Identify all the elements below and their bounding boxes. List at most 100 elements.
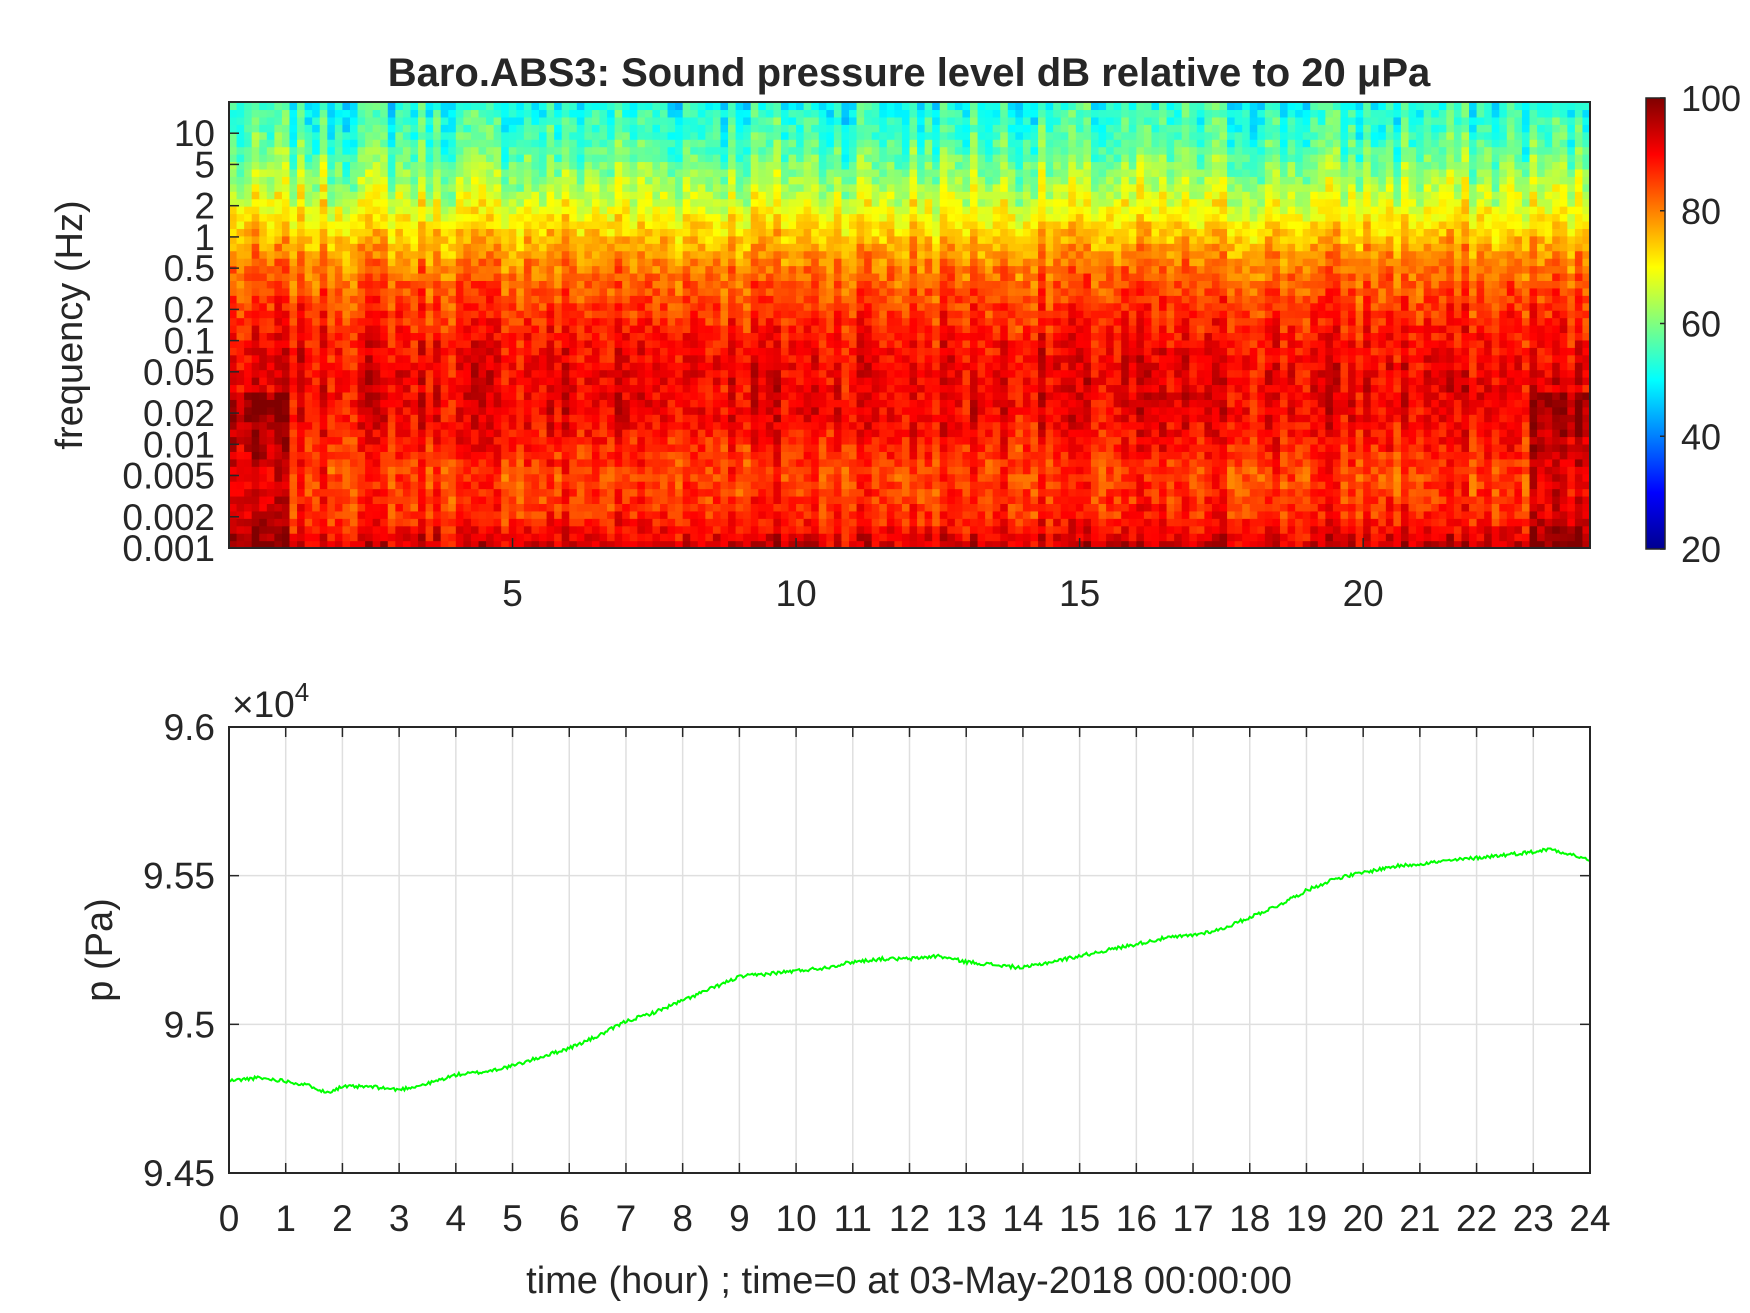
spectrogram-cell (1045, 369, 1054, 378)
spectrogram-cell (1106, 399, 1115, 408)
spectrogram-cell (1113, 362, 1122, 371)
spectrogram-cell (1438, 399, 1447, 408)
spectrogram-cell (1136, 466, 1145, 475)
spectrogram-cell (1279, 473, 1289, 482)
spectrogram-cell (1227, 429, 1236, 438)
spectrogram-cell (1128, 436, 1137, 445)
spectrogram-cell (501, 473, 510, 482)
spectrogram-cell (629, 510, 638, 519)
spectrogram-cell (1249, 533, 1258, 542)
spectrogram-cell (274, 384, 283, 393)
spectrogram-cell (705, 377, 714, 386)
spectrogram-cell (675, 406, 684, 415)
spectrogram-cell (244, 436, 253, 445)
spectrogram-cell (395, 414, 404, 423)
spectrogram-cell (1302, 406, 1311, 415)
spectrogram-cell (1038, 339, 1047, 348)
spectrogram-cell (1461, 369, 1470, 378)
spectrogram-cell (682, 339, 691, 348)
spectrogram-cell (493, 414, 502, 423)
spectrogram-cell (977, 488, 986, 497)
spectrogram-cell (1090, 495, 1100, 504)
spectrogram-cell (425, 495, 434, 504)
spectrogram-cell (289, 540, 298, 548)
spectrogram-cell (1544, 406, 1553, 415)
spectrogram-cell (1113, 495, 1122, 504)
spectrogram-cell (652, 466, 661, 475)
spectrogram-cell (387, 443, 396, 452)
spectrogram-cell (1196, 339, 1205, 348)
spectrogram-cell (1521, 540, 1531, 548)
spectrogram-cell (607, 347, 616, 356)
spectrogram-cell (773, 429, 782, 438)
spectrogram-cell (1045, 443, 1054, 452)
spectrogram-cell (478, 503, 487, 512)
spectrogram-cell (985, 443, 994, 452)
spectrogram-cell (387, 354, 396, 363)
spectrogram-cell (1325, 488, 1334, 497)
spectrogram-cell (1098, 518, 1107, 527)
spectrogram-cell (1302, 451, 1311, 460)
spectrogram-cell (1242, 369, 1251, 378)
spectrogram-cell (659, 391, 669, 400)
spectrogram-cell (1143, 384, 1153, 393)
spectrogram-cell (818, 540, 827, 548)
spectrogram-cell (818, 495, 827, 504)
spectrogram-cell (1159, 510, 1168, 519)
spectrogram-cell (539, 466, 548, 475)
spectrogram-cell (1128, 495, 1137, 504)
spectrogram-cell (1461, 391, 1470, 400)
spectrogram-cell (334, 533, 344, 542)
spectrogram-cell (622, 391, 631, 400)
spectrogram-cell (1363, 436, 1372, 445)
spectrogram-cell (833, 339, 843, 348)
spectrogram-cell (856, 525, 865, 534)
spectrogram-cell (1499, 391, 1508, 400)
spectrogram-cell (1287, 436, 1296, 445)
spectrogram-cell (584, 384, 593, 393)
spectrogram-cell (1438, 414, 1447, 423)
spectrogram-cell (743, 399, 752, 408)
spectrogram-cell (1166, 421, 1175, 430)
spectrogram-cell (1075, 525, 1084, 534)
spectrogram-cell (1438, 503, 1447, 512)
spectrogram-cell (1348, 391, 1357, 400)
spectrogram-cell (1159, 377, 1168, 386)
spectrogram-cell (1174, 421, 1183, 430)
spectrogram-cell (319, 473, 328, 482)
spectrogram-cell (463, 503, 472, 512)
spectrogram-cell (365, 362, 374, 371)
spectrogram-cell (244, 354, 253, 363)
spectrogram-cell (629, 339, 638, 348)
spectrogram-cell (780, 481, 790, 490)
spectrogram-cell (1106, 510, 1115, 519)
spectrogram-cell (1106, 488, 1115, 497)
spectrogram-cell (1317, 369, 1326, 378)
spectrogram-cell (1053, 406, 1062, 415)
spectrogram-cell (992, 406, 1001, 415)
spectrogram-cell (229, 377, 238, 386)
spectrogram-cell (1416, 525, 1425, 534)
spectrogram-cell (236, 347, 245, 356)
spectrogram-cell (576, 458, 585, 467)
spectrogram-cell (818, 488, 827, 497)
spectrogram-cell (297, 495, 306, 504)
spectrogram-cell (418, 466, 427, 475)
spectrogram-cell (629, 347, 638, 356)
spectrogram-cell (433, 488, 442, 497)
spectrogram-cell (501, 421, 510, 430)
spectrogram-cell (274, 421, 283, 430)
spectrogram-cell (1310, 406, 1319, 415)
spectrogram-cell (387, 495, 396, 504)
spectrogram-cell (939, 391, 948, 400)
spectrogram-cell (584, 481, 593, 490)
spectrogram-cell (667, 503, 676, 512)
spectrogram-cell (1038, 518, 1047, 527)
spectrogram-cell (682, 518, 691, 527)
spectrogram-cell (1249, 466, 1258, 475)
spectrogram-cell (833, 503, 843, 512)
spectrogram-cell (720, 414, 729, 423)
spectrogram-cell (531, 451, 540, 460)
spectrogram-cell (864, 354, 873, 363)
spectrogram-cell (849, 362, 858, 371)
